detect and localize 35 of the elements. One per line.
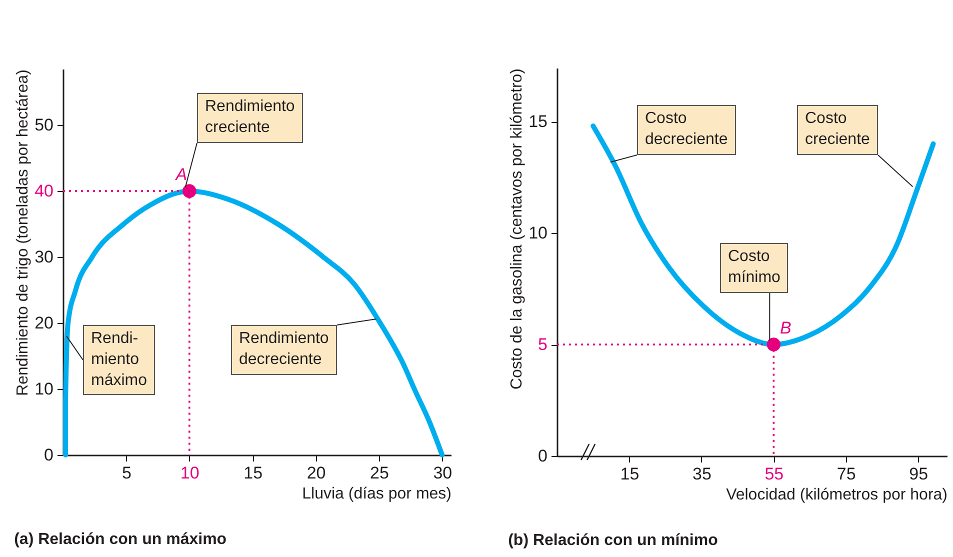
x-tick-label: 95 — [909, 464, 928, 484]
x-tick-label: 55 — [764, 464, 784, 484]
note-box: Rendimiento decreciente — [231, 325, 337, 375]
text: (a) Relación con un máximo — [14, 531, 227, 548]
series-label: B — [780, 318, 792, 338]
note-box: Rendi- miento máximo — [83, 325, 156, 396]
x-tick-label: 35 — [692, 464, 712, 484]
y-axis-title: Rendimiento de trigo (toneladas por hectárea) — [14, 70, 32, 396]
y-tick-label: 0 — [538, 446, 548, 466]
y-tick-label: 15 — [528, 112, 548, 132]
x-tick-label: 5 — [122, 464, 132, 482]
y-tick-label: 30 — [34, 248, 54, 267]
x-tick-label: 30 — [433, 464, 452, 482]
x-tick-label: 75 — [836, 464, 856, 484]
x-tick-label: 15 — [620, 464, 640, 484]
text: (b) Relación con un mínimo — [508, 532, 718, 549]
x-tick-label: 20 — [306, 464, 326, 482]
note-box: Costo creciente — [797, 105, 878, 155]
x-tick-label: 15 — [244, 464, 263, 482]
y-tick-label: 10 — [34, 380, 54, 399]
y-tick-label: 5 — [538, 335, 548, 354]
series-label: A — [174, 165, 188, 184]
y-tick-label: 20 — [34, 314, 54, 333]
y-axis-title: Costo de la gasolina (centavos por kilómetro) — [508, 68, 526, 390]
note-box: Costo mínimo — [720, 243, 788, 293]
y-tick-label: 50 — [34, 116, 54, 135]
note-box: Costo decreciente — [637, 105, 736, 155]
y-tick-label: 10 — [528, 224, 548, 243]
y-tick-label: 0 — [44, 446, 54, 464]
x-tick-label: 10 — [180, 464, 200, 482]
y-tick-label: 40 — [34, 182, 54, 201]
x-tick-label: 25 — [370, 464, 389, 482]
x-axis-title: Velocidad (kilómetros por hora) — [726, 486, 948, 504]
note-box: Rendimiento creciente — [197, 93, 303, 143]
x-axis-title: Lluvia (días por mes) — [302, 486, 452, 502]
